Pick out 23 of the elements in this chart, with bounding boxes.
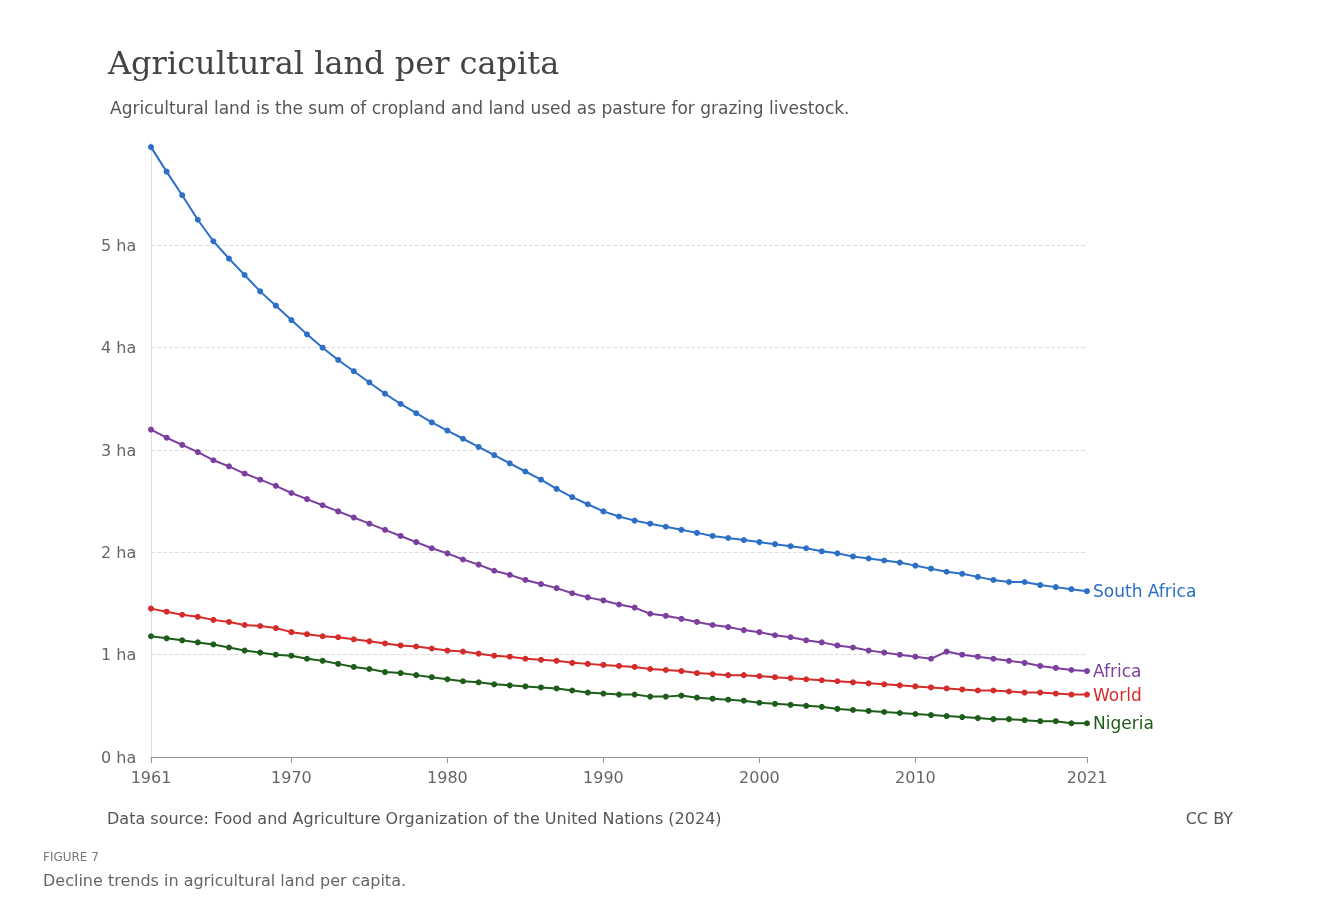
y-tick-label: 3 ha [101, 440, 137, 460]
caption: FIGURE 7 [43, 850, 99, 864]
x-tick-label: 1970 [271, 767, 312, 787]
source-note: Data source: Food and Agriculture Organization of the United Nations (2024) [107, 808, 722, 828]
x-tick-label: 2021 [1066, 767, 1108, 787]
series-label: South Africa [1093, 581, 1197, 602]
y-tick-label: 4 ha [101, 338, 137, 358]
y-tick-label: 5 ha [101, 235, 137, 255]
x-tick-label: 1980 [427, 767, 468, 787]
y-tick-label: 1 ha [101, 645, 137, 665]
y-tick-label: 2 ha [101, 542, 137, 562]
series-label: World [1093, 684, 1142, 705]
y-tick-label: 0 ha [101, 747, 137, 767]
series-label: Nigeria [1093, 713, 1154, 734]
x-tick-label: 1990 [583, 767, 624, 787]
text: Decline trends in agricultural land per capita. [43, 870, 407, 890]
chart-title: Agricultural land per capita [107, 44, 560, 82]
text: CC BY [1185, 808, 1234, 828]
series-label: Africa [1093, 661, 1142, 682]
x-tick-label: 2010 [895, 767, 936, 787]
x-tick-label: 2000 [739, 767, 780, 787]
x-tick-label: 1961 [130, 767, 172, 787]
chart-subtitle: Agricultural land is the sum of cropland and land used as pasture for grazing livestock. [110, 97, 850, 118]
